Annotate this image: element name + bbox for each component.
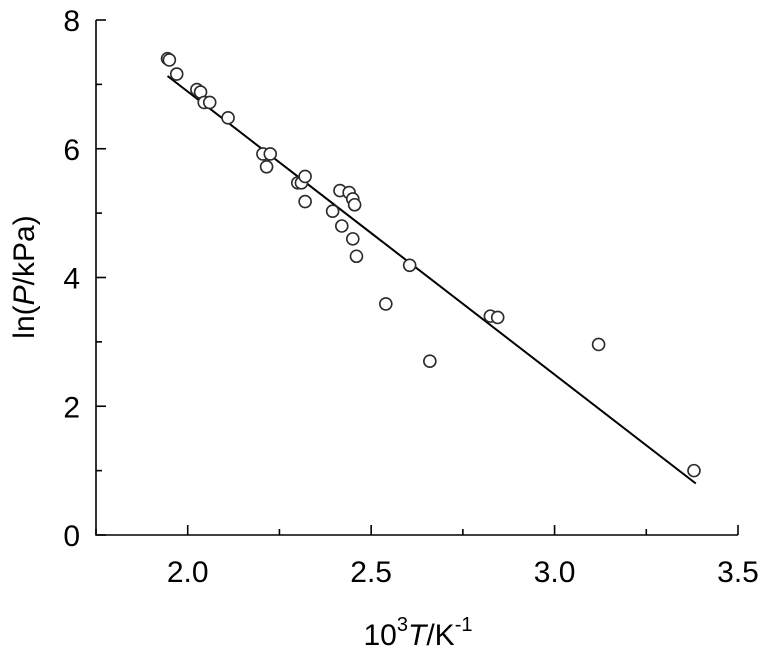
axis-lines	[95, 20, 738, 536]
data-point	[202, 95, 217, 110]
data-point	[298, 194, 312, 209]
fit-line	[166, 75, 697, 485]
y-tick-label: 0	[63, 520, 80, 553]
data-point	[687, 463, 701, 478]
x-tick-label: 3.5	[717, 556, 759, 589]
data-point	[169, 67, 184, 81]
data-point	[162, 53, 177, 67]
data-point	[221, 111, 235, 125]
data-point	[263, 147, 278, 161]
y-tick-label: 8	[63, 5, 80, 38]
data-points-group	[160, 51, 701, 478]
data-point	[379, 297, 393, 311]
x-axis-title: 103T/K-1	[364, 614, 473, 652]
data-point	[298, 169, 312, 184]
x-tick-label: 2.0	[167, 556, 209, 589]
data-point	[347, 197, 362, 212]
y-tick-label: 2	[63, 391, 80, 424]
y-tick-label: 4	[63, 263, 80, 296]
data-point	[345, 232, 360, 246]
data-point	[423, 354, 437, 368]
data-point	[349, 249, 364, 264]
tick-labels-group: 2.0 2.5 3.0 3.5 0 2 4 6 8	[63, 5, 759, 589]
data-point	[591, 337, 606, 352]
data-point	[334, 219, 349, 233]
data-point	[490, 310, 505, 325]
data-point	[325, 204, 340, 218]
axes	[95, 20, 738, 536]
x-tick-label: 2.5	[350, 556, 392, 589]
y-axis-title: ln(P/kPa)	[8, 215, 41, 338]
data-point	[259, 159, 274, 174]
y-tick-label: 6	[63, 134, 80, 167]
ticks-group	[95, 19, 739, 536]
data-point	[402, 258, 417, 273]
x-tick-label: 3.0	[534, 556, 576, 589]
